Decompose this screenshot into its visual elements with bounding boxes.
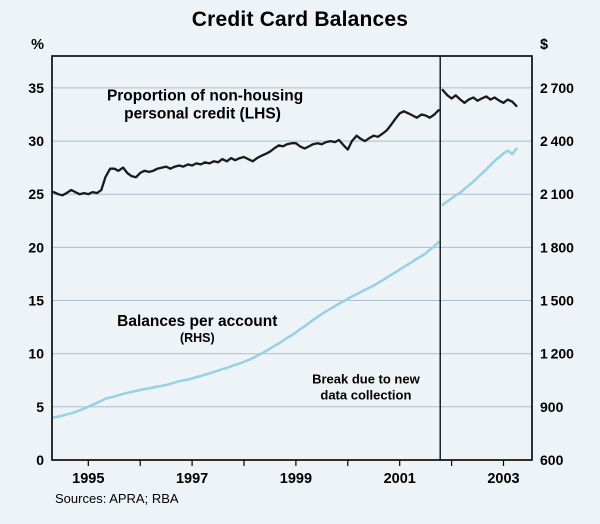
right-axis-tick-label: 2 400 bbox=[540, 133, 574, 149]
chart-annotation: Break due to new bbox=[312, 372, 421, 387]
x-axis-year-label: 1995 bbox=[72, 471, 104, 487]
sources-note: Sources: APRA; RBA bbox=[55, 491, 179, 506]
left-axis-tick-label: 5 bbox=[36, 399, 44, 415]
right-axis-unit-label: $ bbox=[540, 37, 548, 53]
left-axis-tick-label: 25 bbox=[28, 186, 44, 202]
x-axis-year-label: 1999 bbox=[280, 471, 312, 487]
chart-annotation: Proportion of non-housing bbox=[107, 88, 303, 105]
left-axis-tick-label: 15 bbox=[28, 293, 44, 309]
series-proportion-lhs bbox=[441, 88, 518, 108]
chart-annotation: personal credit (LHS) bbox=[124, 106, 281, 123]
left-axis-tick-label: 0 bbox=[36, 452, 44, 468]
right-axis-tick-label: 2 700 bbox=[540, 80, 574, 96]
left-axis-tick-label: 20 bbox=[28, 239, 44, 255]
series-proportion-lhs bbox=[52, 109, 440, 197]
x-axis-year-label: 2003 bbox=[487, 471, 519, 487]
series-balances-rhs bbox=[441, 147, 518, 207]
chart-title: Credit Card Balances bbox=[191, 8, 409, 31]
left-axis-tick-label: 30 bbox=[28, 133, 44, 149]
right-axis-tick-label: 2 100 bbox=[540, 186, 574, 202]
right-axis-tick-label: 600 bbox=[540, 452, 564, 468]
right-axis-tick-label: 1 800 bbox=[540, 239, 574, 255]
right-axis-tick-label: 900 bbox=[540, 399, 564, 415]
chart-annotation: Balances per account bbox=[117, 313, 277, 330]
plot-frame bbox=[51, 55, 533, 461]
series-balances-rhs bbox=[52, 240, 440, 419]
left-axis-unit-label: % bbox=[31, 37, 44, 53]
chart-annotation: (RHS) bbox=[180, 331, 215, 345]
x-axis-year-label: 2001 bbox=[384, 471, 416, 487]
x-axis-year-label: 1997 bbox=[176, 471, 208, 487]
chart-annotation: data collection bbox=[320, 387, 411, 402]
right-axis-tick-label: 1 200 bbox=[540, 346, 574, 362]
left-axis-tick-label: 35 bbox=[28, 80, 44, 96]
left-axis-tick-label: 10 bbox=[28, 346, 44, 362]
right-axis-tick-label: 1 500 bbox=[540, 293, 574, 309]
